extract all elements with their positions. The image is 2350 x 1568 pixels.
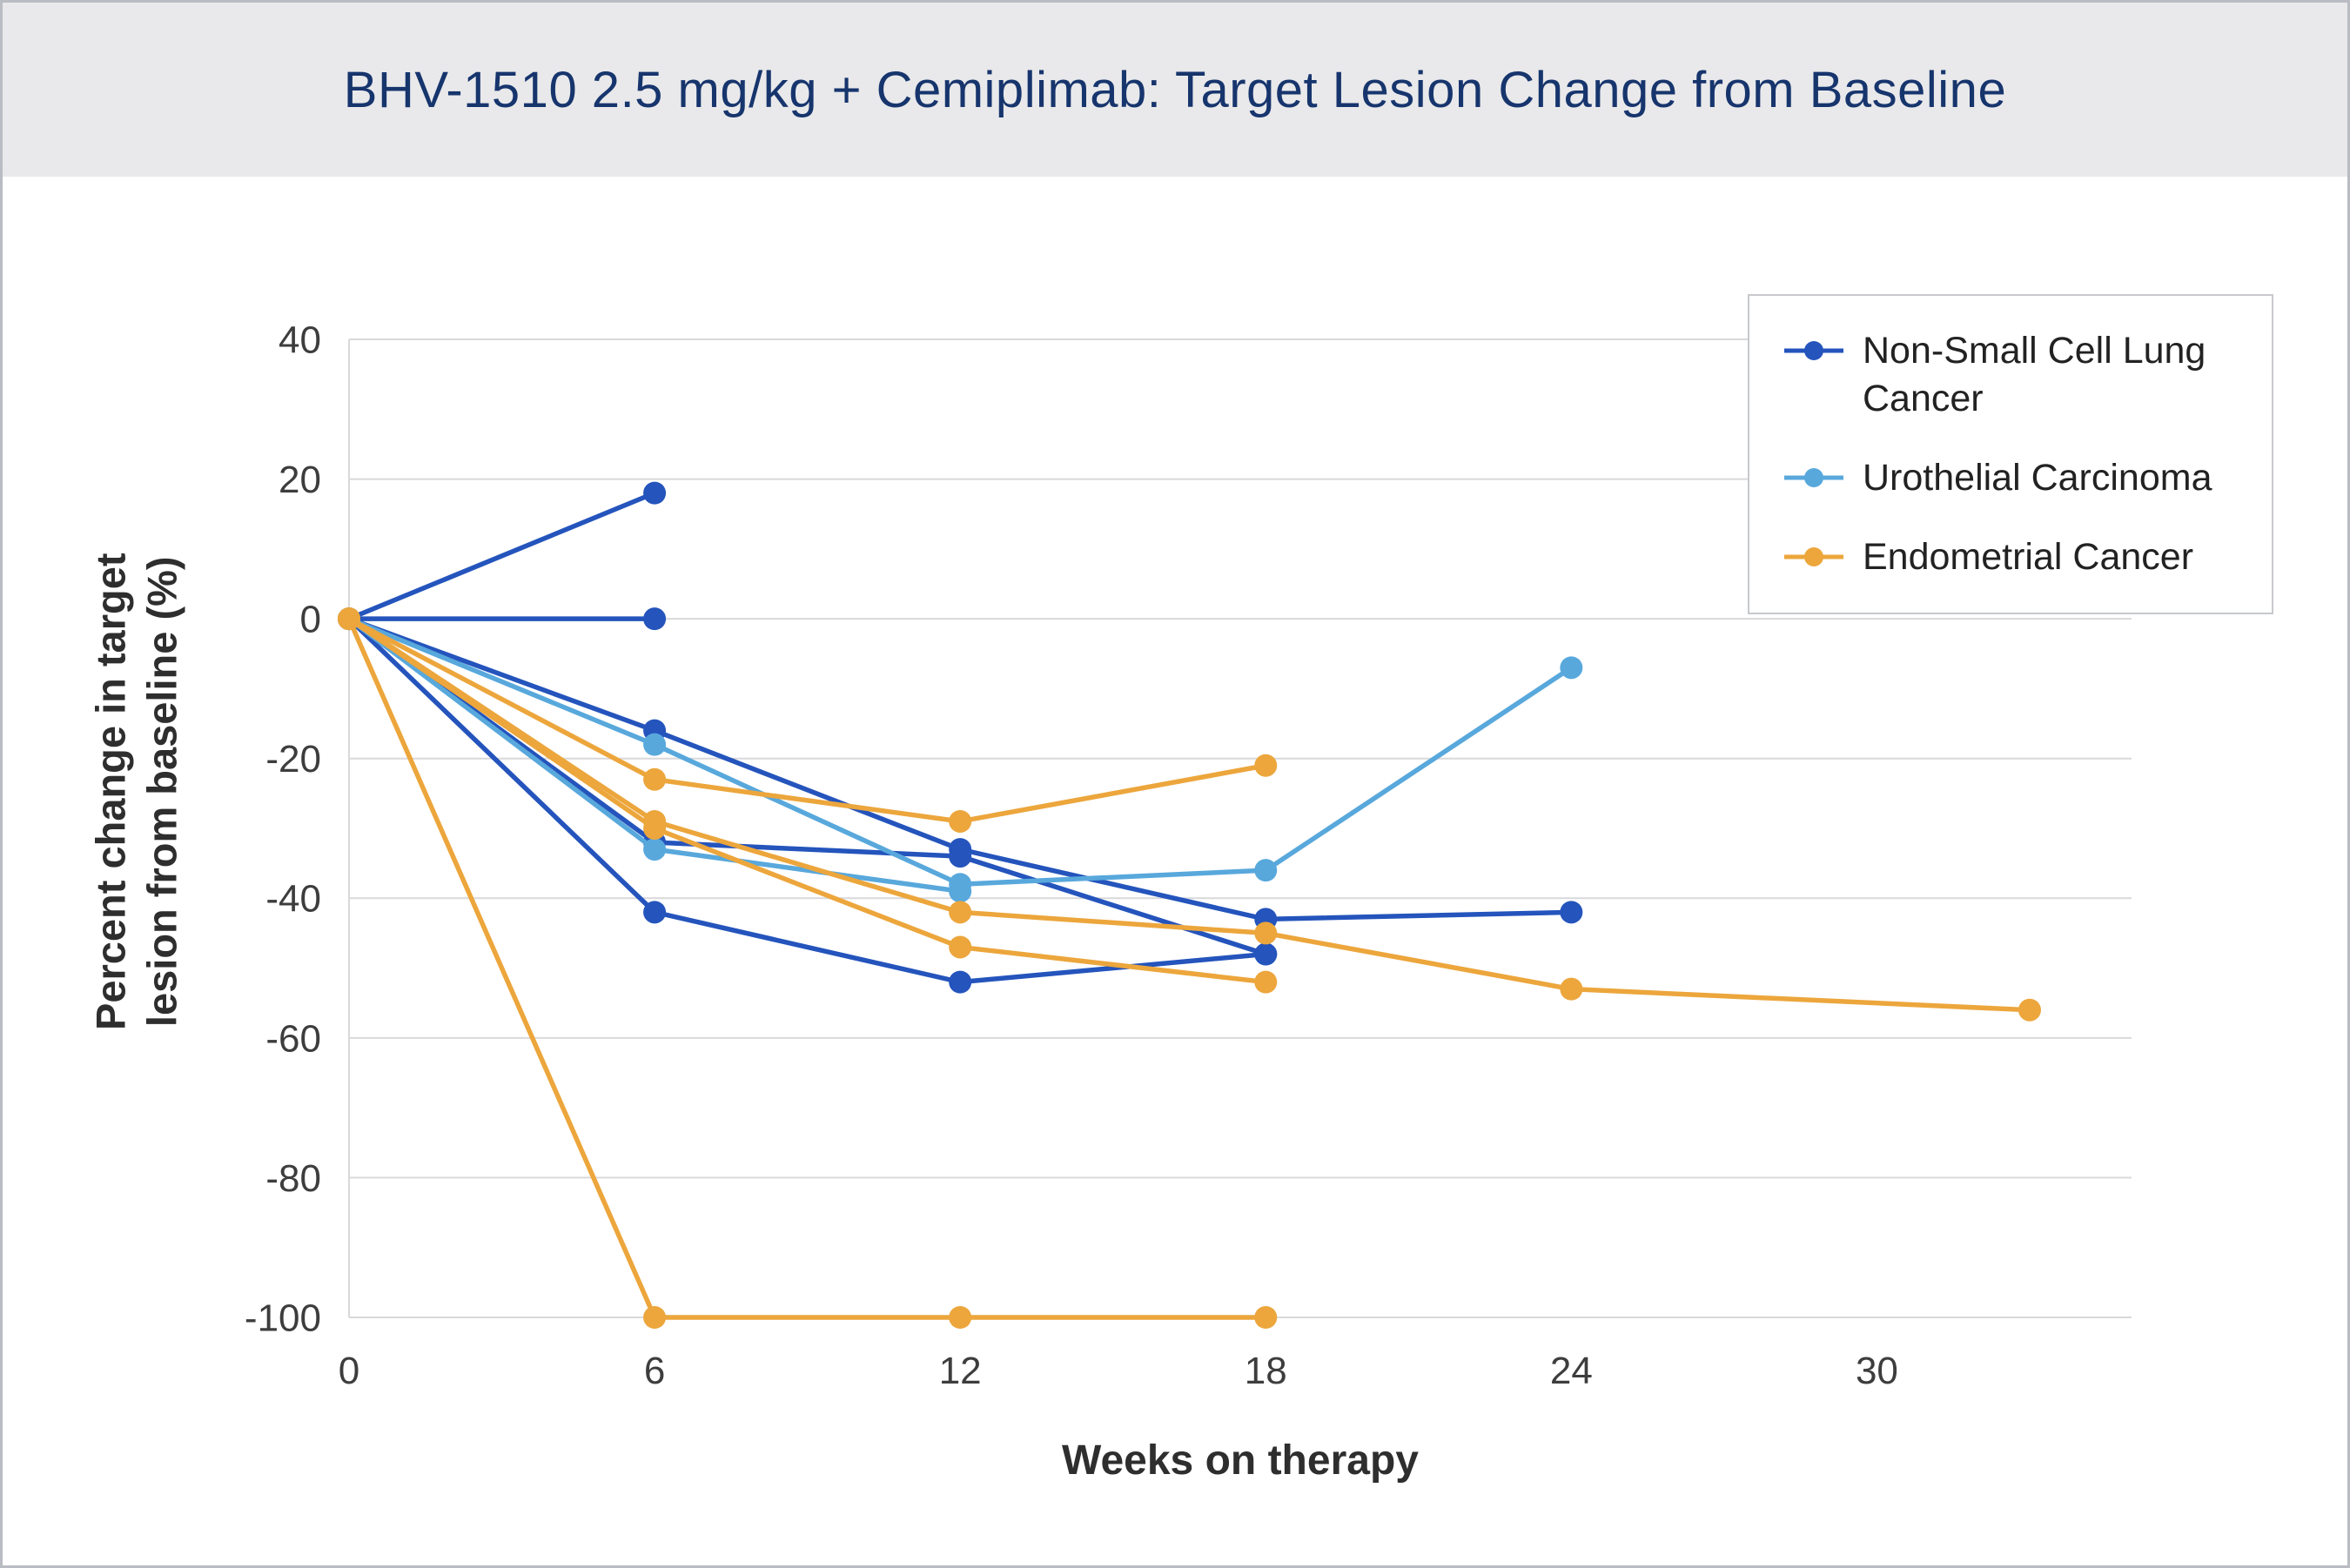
y-tick-label: -20 (265, 738, 321, 781)
y-tick-label: 0 (300, 599, 321, 641)
data-point-marker (1254, 942, 1278, 966)
patient-trajectory-line (346, 616, 1269, 824)
x-tick-label: 12 (939, 1350, 982, 1392)
chart-header: BHV-1510 2.5 mg/kg + Cemiplimab: Target … (3, 3, 2347, 177)
data-point-marker (1560, 656, 1583, 680)
y-axis-label: Percent change in target lesion from bas… (87, 553, 185, 1031)
data-point-marker (1254, 754, 1278, 777)
data-point-marker (949, 970, 972, 994)
data-point-marker (643, 901, 667, 924)
legend-label: Endometrial Cancer (1863, 536, 2194, 579)
data-point-marker (1254, 970, 1278, 994)
y-tick-label: 40 (279, 318, 321, 361)
legend-label: Urothelial Carcinoma (1863, 457, 2212, 499)
x-axis-label: Weeks on therapy (1062, 1437, 1419, 1484)
y-tick-label: -100 (245, 1297, 321, 1339)
legend-line-marker-icon (1784, 468, 1843, 488)
data-point-marker (643, 733, 667, 756)
data-point-marker (643, 481, 667, 505)
data-point-marker (2018, 998, 2041, 1022)
x-tick-label: 6 (644, 1350, 665, 1392)
legend-item: Endometrial Cancer (1783, 533, 2239, 581)
legend-item: Urothelial Carcinoma (1783, 454, 2239, 502)
data-point-marker (1560, 977, 1583, 1001)
data-point-marker (643, 767, 667, 791)
patient-trajectory-line (346, 616, 1269, 1320)
data-point-marker (949, 845, 972, 868)
patient-trajectory-line (346, 616, 2032, 1013)
y-tick-label: -60 (265, 1017, 321, 1060)
legend-item: Non-Small Cell Lung Cancer (1783, 327, 2239, 423)
patient-trajectory-line (346, 616, 1269, 985)
data-point-marker (643, 607, 667, 631)
x-tick-label: 18 (1245, 1350, 1287, 1392)
legend-line-marker-icon (1784, 341, 1843, 360)
data-point-marker (949, 880, 972, 903)
x-tick-label: 30 (1856, 1350, 1898, 1392)
y-tick-label: -40 (265, 878, 321, 921)
x-tick-label: 24 (1550, 1350, 1593, 1392)
patient-trajectory-line (346, 616, 1269, 985)
y-tick-label: 20 (279, 459, 321, 501)
data-point-marker (643, 1306, 667, 1329)
legend: Non-Small Cell Lung Cancer Urothelial Car… (1748, 294, 2273, 615)
data-point-marker (1254, 921, 1278, 945)
data-point-marker (949, 901, 972, 924)
plot-area: 40 20 0 -20 -40 -60 -80 -100 0 6 12 18 24 30 Weeks on… (3, 177, 2347, 1565)
data-point-marker (643, 817, 667, 840)
data-point-marker (1560, 901, 1583, 924)
chart-title: BHV-1510 2.5 mg/kg + Cemiplimab: Target … (343, 61, 2007, 118)
chart-canvas: 40 20 0 -20 -40 -60 -80 -100 0 6 12 18 24 30 (245, 318, 2132, 1392)
x-tick-label: 0 (339, 1350, 359, 1392)
data-point-marker (643, 838, 667, 861)
legend-label: Non-Small Cell Lung Cancer (1863, 330, 2206, 420)
data-point-marker (949, 1306, 972, 1329)
patient-trajectory-line (346, 616, 1269, 957)
data-point-marker (949, 935, 972, 959)
y-tick-label: -80 (265, 1157, 321, 1200)
data-point-marker (338, 607, 360, 631)
data-point-marker (1254, 859, 1278, 882)
data-point-marker (949, 809, 972, 833)
legend-line-marker-icon (1784, 547, 1843, 567)
data-point-marker (1254, 1306, 1278, 1329)
patient-trajectory-line (346, 490, 657, 621)
